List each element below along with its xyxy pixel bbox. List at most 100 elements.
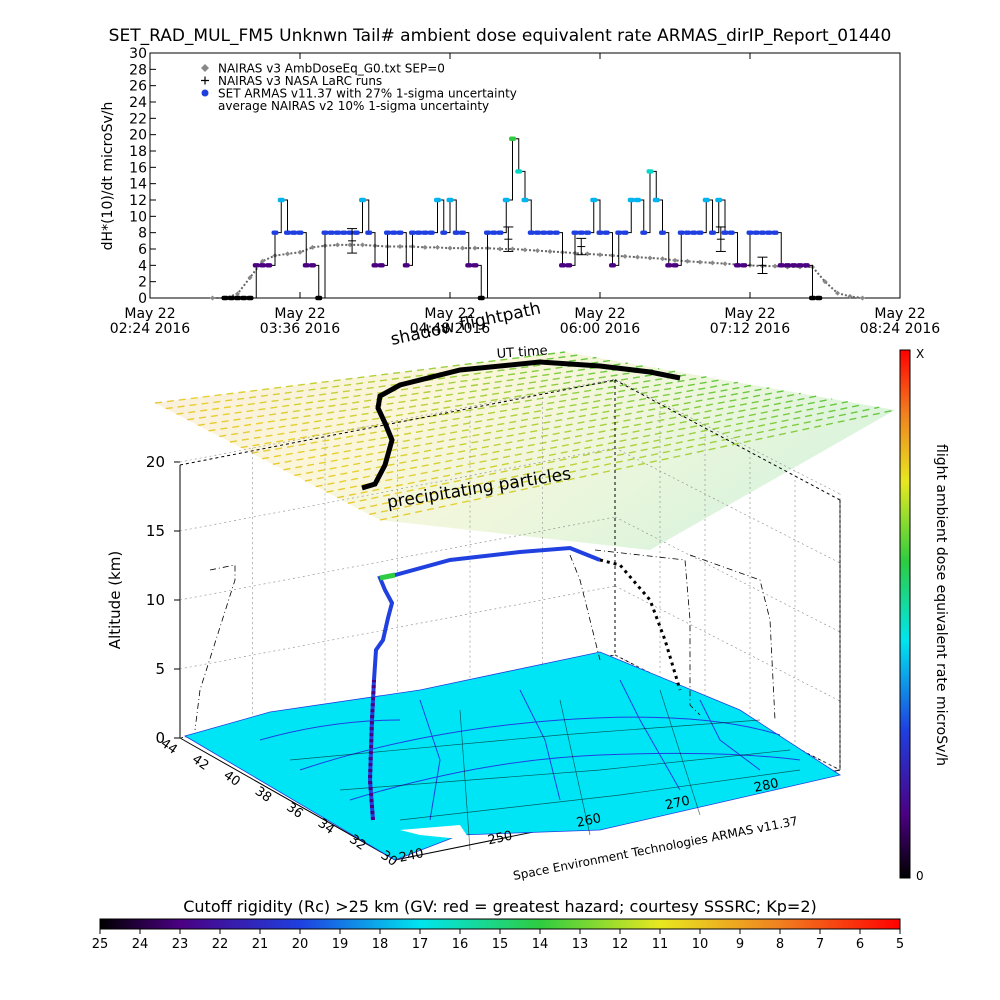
x-tick-label-date: May 22 [274,306,325,322]
ut-time-label: UT time [496,343,548,362]
rigidity-ticks: 25 24 23 22 21 20 19 18 17 16 15 14 13 12 11 10 9 8 7 6 5 [92,929,904,952]
armas-point [615,230,623,235]
armas-point [265,263,273,268]
y-tick-label: 28 [129,62,147,78]
armas-line [225,138,819,299]
nairas-g0-point [660,256,665,262]
nairas-g0-point [860,295,865,301]
nairas-g0-series [210,242,865,301]
armas-point [590,197,598,203]
x-tick-label-time: 08:24 2016 [860,321,941,337]
particle-sheet-line [347,401,848,504]
grid-line [179,516,616,601]
particle-sheet-line [337,398,833,499]
grid-line [614,516,841,633]
nairas-g0-point [510,246,515,252]
armas-point [334,230,341,235]
nairas-g0-point [697,259,703,265]
armas-point [259,263,266,268]
armas-point [452,230,460,235]
armas-point [321,230,329,235]
dose-colorbar: X 0 flight ambient dose equivalent rate … [899,347,949,883]
armas-point [490,230,498,235]
rigidity-tick-label: 12 [612,937,629,952]
armas-point [327,230,335,235]
armas-point [715,197,723,203]
rigidity-tick-label: 22 [212,937,229,952]
particle-sheet-line [197,362,628,426]
armas-point [746,230,754,235]
armas-point [727,230,735,235]
rigidity-tick-label: 16 [452,937,469,952]
longitude-tick-label: 280 [753,776,780,796]
armas-point [752,230,760,235]
armas-point [296,230,304,235]
longitude-ticks: 240 250 260 270 280 [398,776,780,866]
particle-sheet-line [304,389,786,482]
armas-point [596,230,604,235]
x-tick-label-date: May 22 [424,306,475,322]
armas-point [459,230,466,235]
nairas-g0-point [835,290,840,296]
armas-point [634,197,641,203]
y-tick-label: 30 [129,46,147,62]
nairas-g0-point [247,275,253,281]
nairas-g0-point [647,255,653,261]
rigidity-tick-label: 18 [372,937,389,952]
nairas-g0-point [210,295,215,301]
armas-point [427,230,435,235]
nairas-g0-point [547,248,553,254]
armas-point [340,230,348,235]
colorbar-label: flight ambient dose equivalent rate micr… [933,444,949,766]
armas-point [540,230,548,235]
z-tick-label: 0 [155,729,165,747]
dose-rate-panel: dH*(10)/dt microSv/h 0246810121416182022… [100,46,940,337]
y-tick-label: 18 [129,144,147,160]
armas-point [627,197,635,203]
nairas-g0-point [772,263,778,269]
armas-point [665,263,673,268]
longitude-tick-label: 240 [398,846,425,866]
x-tick-label-date: May 22 [574,306,625,322]
armas-point [396,230,404,235]
nairas-g0-point [447,245,453,251]
nairas-g0-point [435,244,440,250]
rigidity-colorbar: Cutoff rigidity (Rc) >25 km (GV: red = g… [92,897,904,952]
nairas-g0-point [472,245,478,251]
armas-point [552,230,560,235]
rigidity-tick-label: 7 [816,937,824,952]
nairas-g0-point [297,249,303,255]
armas-point [352,230,360,235]
y-tick-label: 26 [129,79,147,95]
legend-symbol [201,89,209,97]
armas-point [702,197,710,203]
armas-point [765,230,773,235]
nairas-g0-point [597,252,603,258]
particle-sheet-line [369,406,880,516]
armas-point [409,230,416,235]
particle-sheet-line [208,365,644,432]
armas-point [546,230,554,235]
nairas-g0-point [685,258,690,264]
particle-sheet-line [176,356,597,415]
x-tick-label-date: May 22 [124,306,175,322]
particle-sheet-line [315,392,801,488]
particle-sheet-line [154,351,566,404]
particle-sheet-line [219,367,660,438]
armas-point [434,197,441,203]
y-tick-label: 22 [129,111,147,127]
flightpath [367,545,682,821]
longitude-tick-label: 250 [486,829,513,849]
armas-point [252,263,260,268]
nairas-g0-point [460,245,465,251]
altitude-axis-label: Altitude (km) [106,551,124,649]
armas-point [602,230,610,235]
armas-point [246,295,254,301]
colorbar-top-label: X [916,347,924,361]
armas-point [777,263,785,268]
armas-point [421,230,429,235]
armas-point [696,230,704,235]
map-floor [183,651,842,861]
